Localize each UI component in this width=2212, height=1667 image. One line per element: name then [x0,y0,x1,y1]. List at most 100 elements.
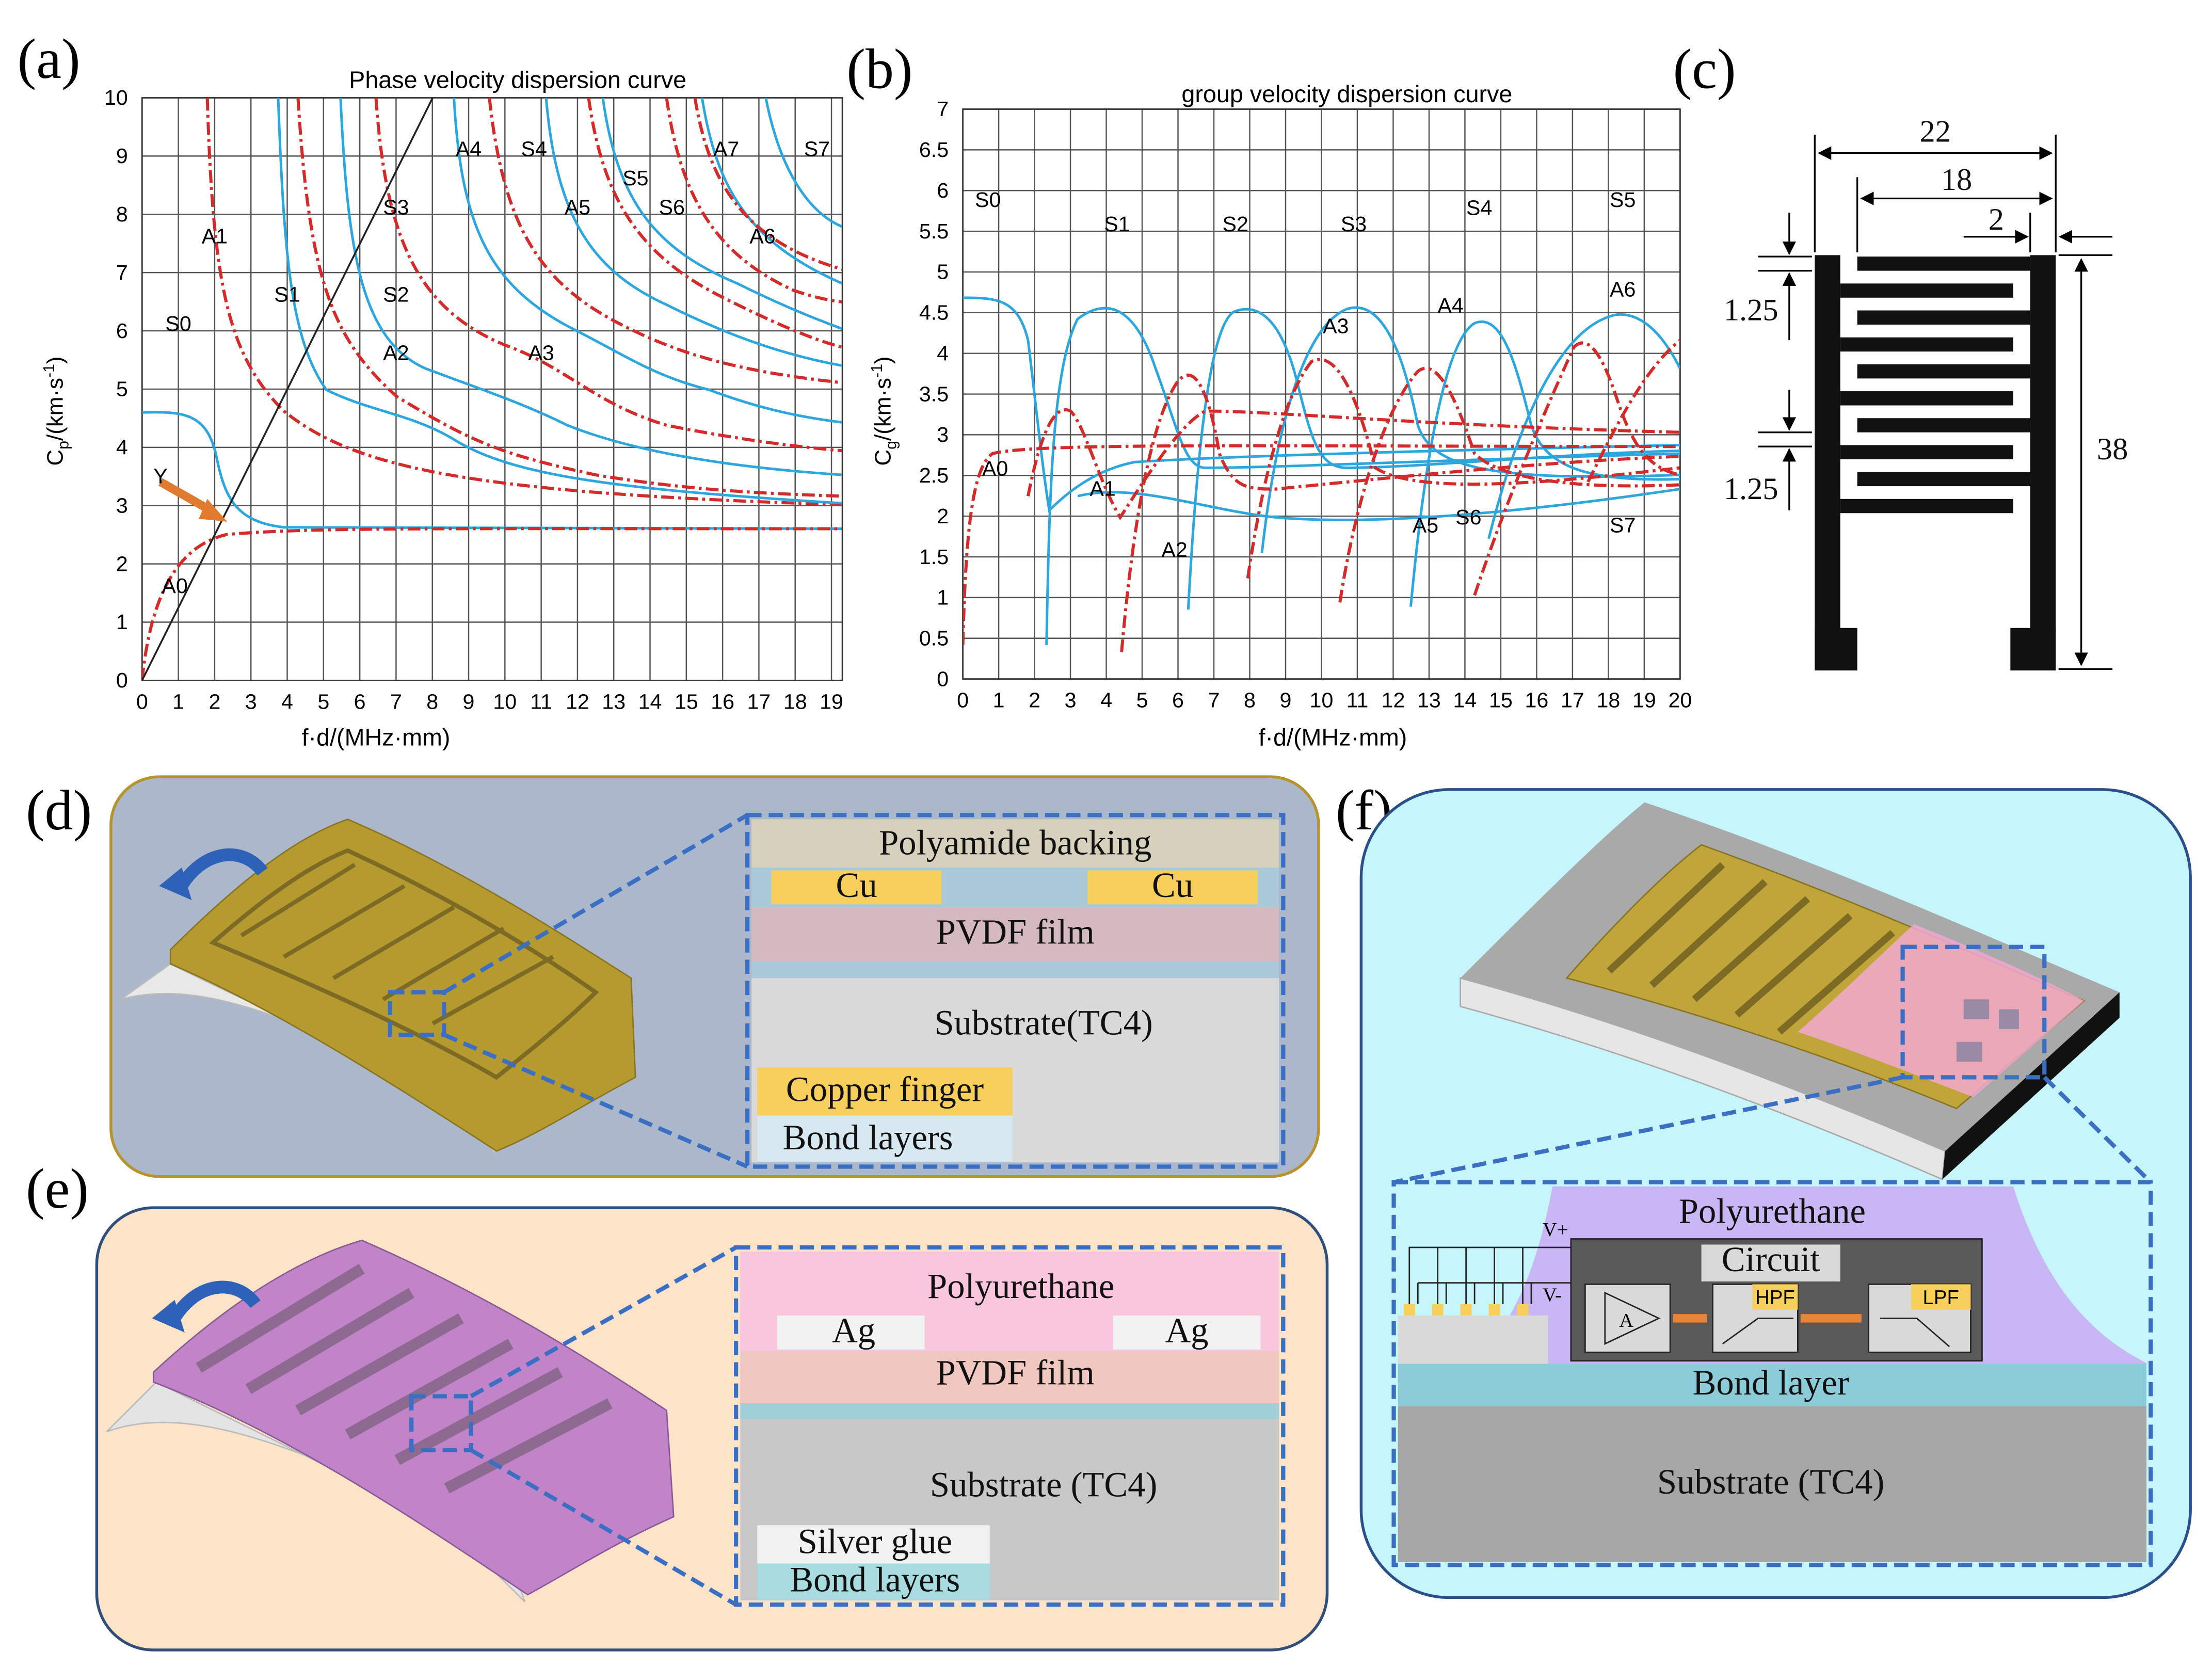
layer-label: Bond layer [1693,1363,1849,1402]
panel-label: (c) [1673,37,1736,100]
sensor-sheet [169,819,636,1152]
pointer-arrow-head [199,499,228,522]
y-tick-label: 4 [937,341,949,365]
zoom-line [470,1245,738,1398]
x-tick-label: 11 [1347,688,1369,712]
x-tick-label: 3 [245,690,257,713]
mode-label: S1 [1104,212,1130,236]
dispersion-curve [205,98,843,506]
x-tick-label: 4 [281,690,293,713]
electrode-bar [1815,255,1840,669]
dispersion-curve [1026,408,1680,521]
dimension-label: 18 [1941,163,1972,197]
supply-label: V+ [1543,1219,1568,1241]
dispersion-curve [587,98,843,349]
x-tick-label: 4 [1100,688,1112,712]
dispersion-curve [1120,373,1680,652]
y-tick-label: 0 [116,668,128,692]
y-tick-label: 2 [116,552,128,575]
mode-label: S2 [1223,212,1248,236]
layer [1398,1364,2147,1406]
mode-label: A6 [1610,277,1636,301]
dispersion-curve [1473,341,1680,596]
dispersion-curve [764,98,843,228]
layer [740,1403,1279,1419]
layer [1113,1315,1261,1350]
supply-label: V- [1543,1284,1562,1306]
layer [757,1525,990,1564]
substrate-edge [1942,992,2120,1180]
mode-label: A0 [982,456,1008,480]
chip [1956,1041,1982,1062]
x-tick-label: 2 [209,690,220,713]
layer-label: Ag [832,1310,875,1350]
layer-label: Substrate (TC4) [930,1465,1157,1504]
x-tick-label: 15 [1489,688,1513,712]
electrode-pattern [1607,862,1895,1035]
bend-arrow-head [152,1300,185,1333]
zoom-box [1900,944,2047,1080]
layer [1087,870,1258,905]
finger [1857,257,2030,271]
mode-label: S7 [1610,514,1636,537]
y-tick-label: 7 [116,261,128,284]
x-tick-label: 10 [1310,688,1334,712]
dispersion-curve [700,98,843,285]
mode-label: S3 [1341,212,1367,236]
y-tick-label: 4 [116,436,128,459]
layer-label: Substrate(TC4) [934,1003,1152,1042]
amplifier-block [1584,1284,1671,1353]
y-tick-label: 0.5 [919,626,949,650]
mode-label: S5 [1610,188,1636,212]
x-tick-label: 0 [957,688,969,712]
y-tick-label: 1 [937,586,949,610]
x-tick-label: 7 [390,690,402,713]
y-tick-label: 5 [937,260,949,284]
layer [757,1563,990,1600]
cross-section-frame [1391,1180,2153,1567]
zoom-box [388,990,446,1037]
panel-f: V+ V- Polyurethane Circuit A HPF LPF Bon… [1359,788,2192,1599]
dispersion-curve [1260,306,1680,553]
dispersion-curve [544,98,843,367]
finger [1840,499,2013,514]
finger [1840,337,2013,352]
x-tick-label: 3 [1065,688,1077,712]
bend-arrow [171,848,268,896]
zoom-line [1393,1075,1903,1184]
y-tick-label: 4.5 [919,301,949,325]
x-tick-label: 6 [1172,688,1184,712]
y-tick-label: 6.5 [919,138,949,162]
electrode-pattern [196,1263,613,1494]
chip [1963,999,1990,1019]
mode-label: A5 [1413,514,1438,537]
mode-label: A3 [1323,314,1349,338]
y-tick-label: 5 [116,377,128,401]
y-tick-label: 3.5 [919,382,949,406]
filter-curve [1722,1317,1794,1344]
dispersion-curve [1487,313,1680,539]
layer-label: PVDF film [936,1353,1095,1392]
y-tick-label: 3 [937,423,949,446]
x-tick-label: 6 [354,690,366,713]
mode-label: S5 [622,166,648,190]
panel-d: Polyamide backing Cu Cu PVDF film Substr… [109,775,1320,1178]
x-tick-label: 17 [747,690,771,713]
dispersion-curve [453,98,843,424]
panel-label: (b) [846,37,912,100]
dispersion-curve [963,296,1680,513]
zoom-line [2043,1076,2153,1184]
mode-label: S6 [659,195,685,219]
layer-label: Copper finger [786,1069,984,1109]
y-tick-label: 3 [116,493,128,517]
x-tick-label: 17 [1561,688,1584,712]
electrode-drawing: 22 18 2 1.25 1.25 38 [1724,115,2128,671]
panel-e: Polyurethane Ag Ag PVDF film Substrate (… [95,1206,1329,1652]
zoom-line [443,1033,748,1169]
mode-label: A4 [1437,294,1463,317]
electrode-pattern [209,848,599,1080]
layer [757,1067,1013,1116]
chart-title: Phase velocity dispersion curve [349,66,686,93]
mode-label: S4 [1466,196,1492,220]
dispersion-curve [665,98,843,304]
